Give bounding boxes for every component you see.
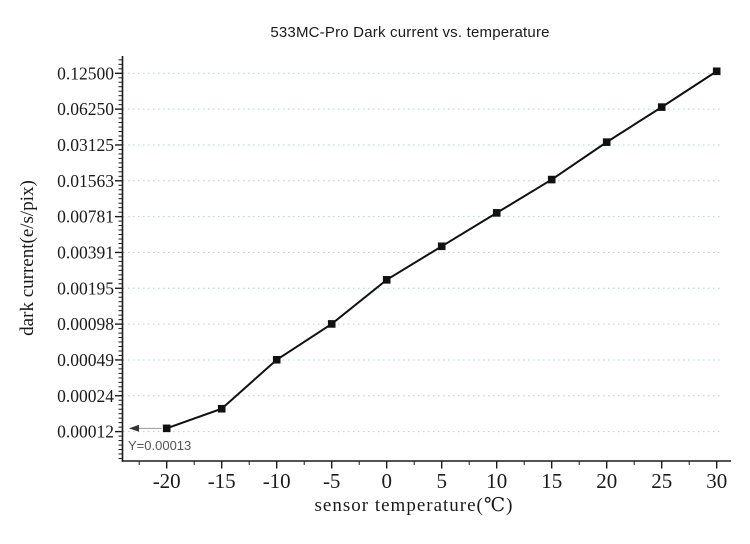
data-point (547, 175, 556, 184)
y-tick-label: 0.06250 (57, 99, 114, 119)
annotation-label: Y=0.00013 (128, 438, 192, 453)
data-point (217, 404, 226, 413)
x-tick-label: 15 (541, 469, 562, 493)
data-point (272, 355, 281, 364)
x-tick-label: 5 (436, 469, 447, 493)
annotation-arrow-head (129, 424, 139, 432)
x-tick-label: -5 (323, 469, 341, 493)
x-tick-label: -20 (153, 469, 181, 493)
data-point (492, 209, 501, 217)
x-tick-label: 0 (381, 469, 392, 493)
y-tick-label: 0.00024 (57, 386, 114, 406)
data-point (162, 424, 171, 433)
data-point (327, 320, 336, 328)
y-tick-label: 0.00098 (57, 314, 114, 334)
x-tick-label: 10 (486, 469, 507, 493)
y-tick-label: 0.00781 (57, 207, 114, 227)
y-tick-label: 0.00012 (57, 422, 114, 442)
data-point (602, 138, 611, 146)
x-tick-label: 25 (651, 469, 672, 493)
x-axis-title: sensor temperature(℃) (314, 495, 514, 516)
data-point (712, 67, 721, 76)
y-axis-title: dark current(e/s/pix) (17, 180, 38, 336)
y-tick-label: 0.00391 (57, 242, 114, 262)
x-tick-label: 30 (706, 469, 727, 493)
x-tick-label: -15 (208, 469, 236, 493)
chart-title: 533MC-Pro Dark current vs. temperature (270, 24, 550, 41)
y-tick-label: 0.12500 (57, 63, 114, 83)
x-tick-label: 20 (596, 469, 617, 493)
y-tick-label: 0.03125 (57, 135, 114, 155)
y-tick-label: 0.00195 (57, 278, 114, 298)
data-point (382, 276, 391, 284)
x-tick-label: -10 (263, 469, 291, 493)
y-tick-label: 0.00049 (57, 350, 114, 370)
data-point (437, 242, 446, 251)
data-point (657, 103, 666, 111)
y-tick-label: 0.01563 (57, 171, 114, 191)
